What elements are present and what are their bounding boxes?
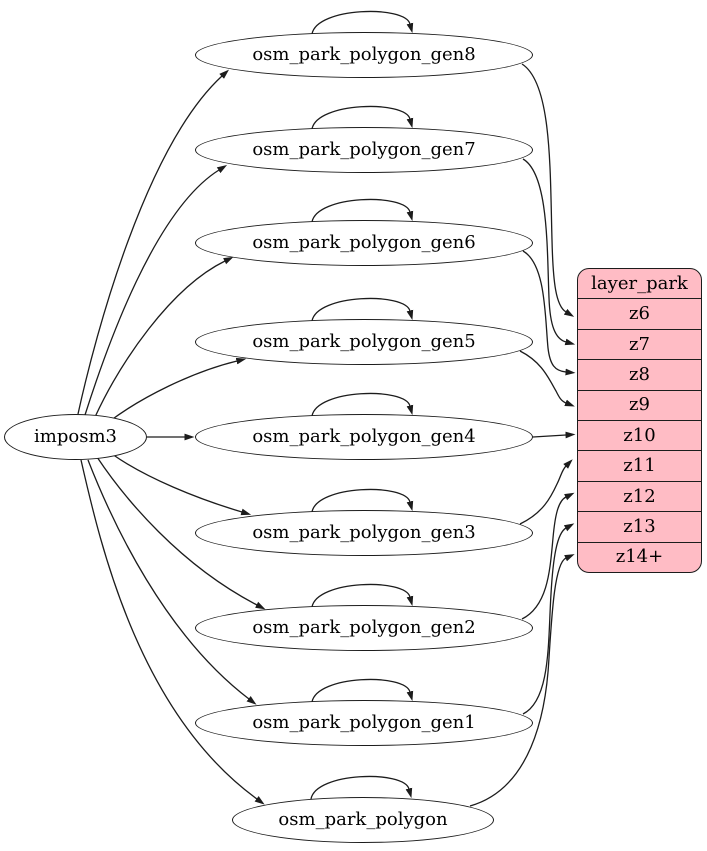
node-layer-park-record: layer_park z6 z7 z8 z9 z10 z11 z12 z13 z…	[577, 268, 702, 573]
edge-osm_park_polygon_gen8-to-z6	[521, 63, 575, 317]
edge-osm_park_polygon_gen6-to-z8	[522, 250, 576, 376]
node-label-osm-park-polygon-gen3: osm_park_polygon_gen3	[252, 522, 476, 543]
self-loop-edge-osm_park_polygon_gen2	[311, 583, 414, 608]
table-row-z14p: z14+	[578, 541, 701, 572]
node-label-osm-park-polygon-gen6: osm_park_polygon_gen6	[252, 232, 476, 253]
node-osm-park-polygon-gen2: osm_park_polygon_gen2	[195, 605, 533, 651]
edge-imposm3-to-osm_park_polygon_gen1	[87, 459, 257, 705]
self-loop-edge-osm_park_polygon_gen3	[311, 488, 414, 513]
node-osm-park-polygon-gen7: osm_park_polygon_gen7	[195, 127, 533, 173]
table-row-z13: z13	[578, 511, 701, 541]
node-osm-park-polygon-gen6: osm_park_polygon_gen6	[195, 220, 533, 266]
node-label-osm-park-polygon-gen5: osm_park_polygon_gen5	[252, 331, 476, 352]
table-row-z10: z10	[578, 420, 701, 450]
edge-osm_park_polygon_gen1-to-z13	[522, 523, 575, 715]
edge-osm_park_polygon_gen3-to-z11	[519, 459, 573, 525]
node-imposm3: imposm3	[4, 414, 147, 460]
node-label-osm-park-polygon: osm_park_polygon	[278, 809, 448, 830]
edge-osm_park_polygon-to-z14+	[469, 554, 575, 807]
edge-osm_park_polygon_gen2-to-z12	[521, 492, 575, 620]
node-label-osm-park-polygon-gen2: osm_park_polygon_gen2	[252, 617, 476, 638]
edge-imposm3-to-osm_park_polygon_gen7	[84, 164, 228, 416]
table-row-z8: z8	[578, 359, 701, 389]
table-row-z9: z9	[578, 389, 701, 420]
node-osm-park-polygon-gen4: osm_park_polygon_gen4	[195, 414, 533, 460]
self-loop-edge-osm_park_polygon_gen4	[311, 392, 414, 417]
edge-imposm3-to-osm_park_polygon_gen3	[111, 453, 252, 516]
self-loop-edge-osm_park_polygon_gen1	[311, 678, 414, 703]
self-loop-edge-osm_park_polygon_gen7	[311, 105, 414, 130]
edge-imposm3-to-osm_park_polygon_gen6	[94, 256, 234, 418]
table-row-z7: z7	[578, 328, 701, 359]
edge-osm_park_polygon_gen4-to-z10	[532, 431, 576, 439]
edge-imposm3-to-osm_park_polygon_gen8	[77, 69, 229, 415]
table-row-z11: z11	[578, 450, 701, 480]
edge-osm_park_polygon_gen5-to-z9	[519, 350, 575, 407]
self-loop-edge-osm_park_polygon_gen8	[311, 10, 414, 35]
edge-imposm3-to-osm_park_polygon_gen2	[96, 456, 266, 610]
node-osm-park-polygon-gen5: osm_park_polygon_gen5	[195, 319, 533, 365]
node-label-imposm3: imposm3	[34, 426, 117, 447]
node-osm-park-polygon-gen3: osm_park_polygon_gen3	[195, 510, 533, 556]
node-osm-park-polygon: osm_park_polygon	[232, 797, 494, 843]
self-loop-edge-osm_park_polygon	[310, 775, 413, 800]
node-osm-park-polygon-gen8: osm_park_polygon_gen8	[195, 32, 533, 78]
node-label-osm-park-polygon-gen7: osm_park_polygon_gen7	[252, 139, 476, 160]
node-label-osm-park-polygon-gen1: osm_park_polygon_gen1	[252, 712, 476, 733]
self-loop-edge-osm_park_polygon_gen5	[311, 297, 414, 322]
edge-imposm3-to-osm_park_polygon	[80, 459, 265, 805]
table-row-z6: z6	[578, 298, 701, 328]
node-osm-park-polygon-gen1: osm_park_polygon_gen1	[195, 700, 533, 746]
self-loop-edge-osm_park_polygon_gen6	[311, 198, 414, 223]
layer-park-header: layer_park	[591, 272, 688, 294]
node-label-osm-park-polygon-gen8: osm_park_polygon_gen8	[252, 44, 476, 65]
edge-imposm3-to-osm_park_polygon_gen5	[109, 357, 247, 422]
node-label-osm-park-polygon-gen4: osm_park_polygon_gen4	[252, 426, 476, 447]
table-row-z12: z12	[578, 480, 701, 511]
edge-osm_park_polygon_gen7-to-z7	[522, 158, 576, 346]
